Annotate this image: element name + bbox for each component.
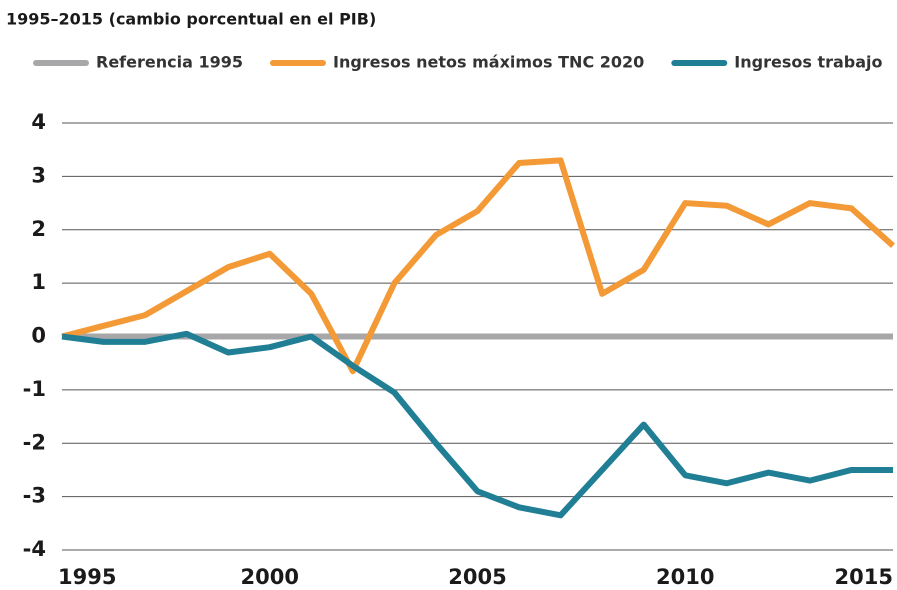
data-line [61,157,896,375]
x-tick-label: 2010 [656,565,714,589]
x-tick-label: 1995 [58,565,116,589]
legend-label: Referencia 1995 [96,53,243,72]
y-tick-label: 4 [31,110,46,134]
x-tick-label: 2005 [448,565,506,589]
y-tick-label: 3 [31,163,46,187]
y-tick-label: -3 [23,484,46,508]
legend-label: Ingresos netos máximos TNC 2020 [333,53,644,72]
y-tick-label: -4 [23,537,46,561]
y-tick-label: 1 [31,270,46,294]
x-tick-label: 2000 [241,565,299,589]
data-line [61,330,893,519]
x-tick-label: 2015 [835,565,893,589]
legend-label: Ingresos trabajo [734,53,882,72]
y-tick-label: -2 [23,430,46,454]
y-tick-label: -1 [23,377,46,401]
y-tick-label: 0 [31,324,46,348]
y-tick-label: 2 [31,217,46,241]
chart-title: 1995–2015 (cambio porcentual en el PIB) [6,10,376,29]
